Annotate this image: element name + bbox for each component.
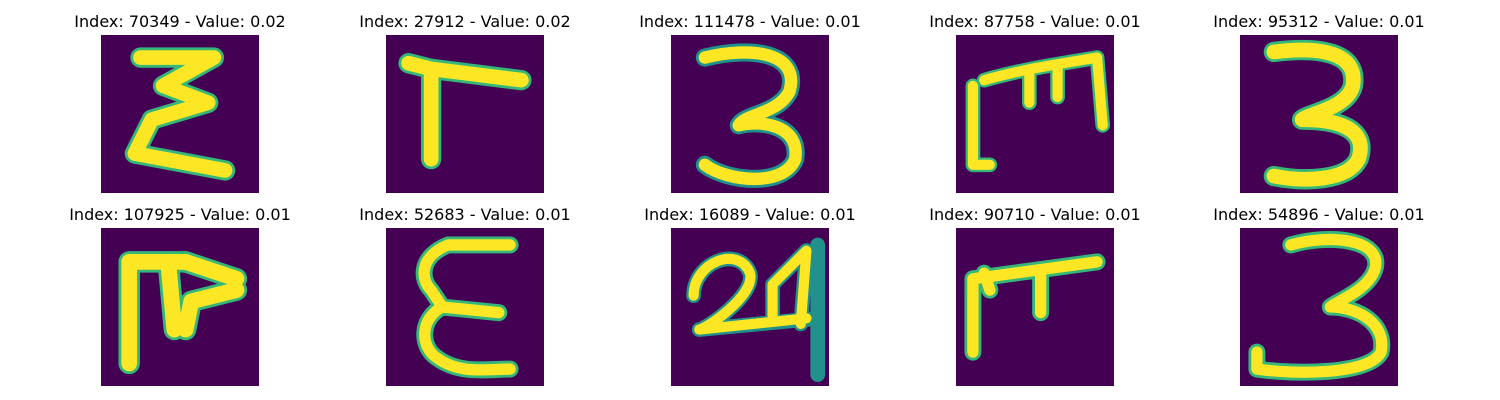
image-panel-8: Index: 16089 - Value: 0.01	[630, 205, 870, 386]
thumbnail-image	[101, 228, 259, 386]
thumbnail-image	[671, 228, 829, 386]
thumbnail-image	[1240, 228, 1398, 386]
panel-title: Index: 95312 - Value: 0.01	[1213, 12, 1425, 31]
thumbnail-image	[671, 35, 829, 193]
thumbnail-image	[101, 35, 259, 193]
panel-title: Index: 52683 - Value: 0.01	[359, 205, 571, 224]
thumbnail-image	[386, 228, 544, 386]
image-panel-7: Index: 52683 - Value: 0.01	[345, 205, 585, 386]
image-panel-2: Index: 27912 - Value: 0.02	[345, 12, 585, 193]
thumbnail-image	[1240, 35, 1398, 193]
panel-title: Index: 111478 - Value: 0.01	[639, 12, 861, 31]
panel-title: Index: 90710 - Value: 0.01	[929, 205, 1141, 224]
panel-title: Index: 54896 - Value: 0.01	[1213, 205, 1425, 224]
panel-title: Index: 87758 - Value: 0.01	[929, 12, 1141, 31]
thumbnail-image	[956, 35, 1114, 193]
thumbnail-image	[956, 228, 1114, 386]
image-panel-3: Index: 111478 - Value: 0.01	[630, 12, 870, 193]
panel-title: Index: 107925 - Value: 0.01	[69, 205, 291, 224]
panel-title: Index: 16089 - Value: 0.01	[644, 205, 856, 224]
image-panel-4: Index: 87758 - Value: 0.01	[915, 12, 1155, 193]
image-panel-5: Index: 95312 - Value: 0.01	[1199, 12, 1439, 193]
thumbnail-image	[386, 35, 544, 193]
image-panel-6: Index: 107925 - Value: 0.01	[60, 205, 300, 386]
panel-title: Index: 70349 - Value: 0.02	[74, 12, 286, 31]
panel-title: Index: 27912 - Value: 0.02	[359, 12, 571, 31]
image-panel-10: Index: 54896 - Value: 0.01	[1199, 205, 1439, 386]
image-panel-9: Index: 90710 - Value: 0.01	[915, 205, 1155, 386]
image-panel-1: Index: 70349 - Value: 0.02	[60, 12, 300, 193]
